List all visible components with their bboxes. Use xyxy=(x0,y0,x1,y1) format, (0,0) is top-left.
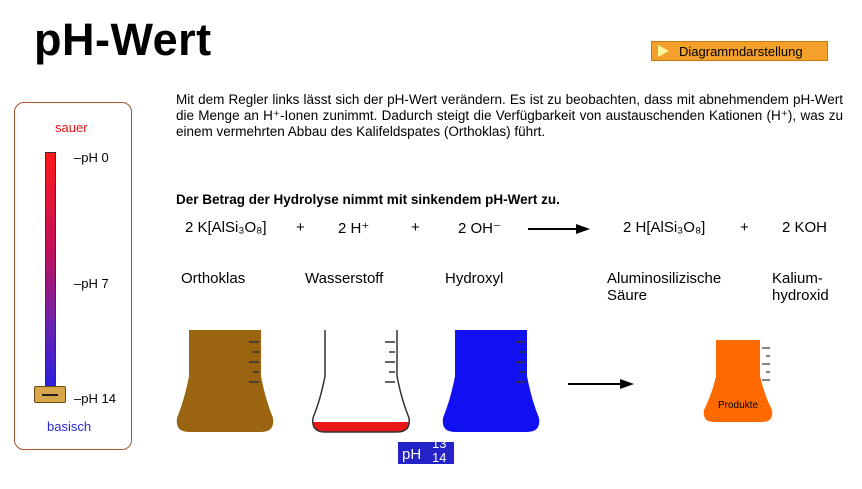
play-icon xyxy=(658,45,669,57)
name-hydroxyl: Hydroxyl xyxy=(445,270,504,287)
beaker-orthoklas xyxy=(176,330,274,432)
eq-hydroxyl: 2 OH⁻ xyxy=(458,220,501,237)
product-arrow-icon xyxy=(568,379,634,389)
produkte-label: Produkte xyxy=(718,400,758,411)
beaker-wasserstoff-fill xyxy=(312,422,410,432)
acid-label: sauer xyxy=(55,120,88,135)
eq-alu-acid: 2 H[AlSi₃O₈] xyxy=(623,219,706,236)
diagram-view-button[interactable]: Diagrammdarstellung xyxy=(651,41,828,61)
beaker-orthoklas-fill xyxy=(176,330,274,432)
name-wasserstoff: Wasserstoff xyxy=(305,270,384,287)
tick-ph7: –pH 7 xyxy=(74,276,109,291)
beaker-hydroxyl xyxy=(442,330,540,432)
tick-ph14: –pH 14 xyxy=(74,391,116,406)
ph-slider-handle[interactable] xyxy=(34,386,66,403)
ph-readout: pH 13 14 xyxy=(398,436,454,465)
reaction-arrow-icon xyxy=(528,224,590,234)
ph-readout-value: 14 xyxy=(432,450,447,465)
eq-hydrogen: 2 H⁺ xyxy=(338,220,370,237)
description-text: Mit dem Regler links lässt sich der pH-W… xyxy=(176,92,843,139)
ph-readout-prefix: pH xyxy=(402,446,422,463)
diagram-view-button-label: Diagrammdarstellung xyxy=(679,43,803,59)
ph-readout-next-value: 13 xyxy=(432,436,447,451)
name-orthoklas: Orthoklas xyxy=(181,270,246,287)
name-alu-acid: Aluminosilizische Säure xyxy=(607,270,722,304)
page-title: pH-Wert xyxy=(34,14,212,65)
eq-orthoklas: 2 K[AlSi₃O₈] xyxy=(185,219,267,236)
eq-plus-3: + xyxy=(740,219,749,236)
beaker-produkte: Produkte xyxy=(703,340,773,422)
tick-ph0: –pH 0 xyxy=(74,150,109,165)
eq-koh: 2 KOH xyxy=(782,219,828,236)
ph-slider-track[interactable] xyxy=(45,152,56,400)
eq-plus-1: + xyxy=(296,219,305,236)
beaker-wasserstoff xyxy=(312,330,410,433)
beaker-hydroxyl-fill xyxy=(442,330,540,432)
base-label: basisch xyxy=(47,419,92,434)
eq-plus-2: + xyxy=(411,219,420,236)
ph-slider-panel xyxy=(14,102,132,450)
reaction-subtitle: Der Betrag der Hydrolyse nimmt mit sinke… xyxy=(176,192,560,207)
beaker-produkte-fill xyxy=(703,340,773,422)
name-kalium: Kalium-hydroxid xyxy=(772,270,829,304)
